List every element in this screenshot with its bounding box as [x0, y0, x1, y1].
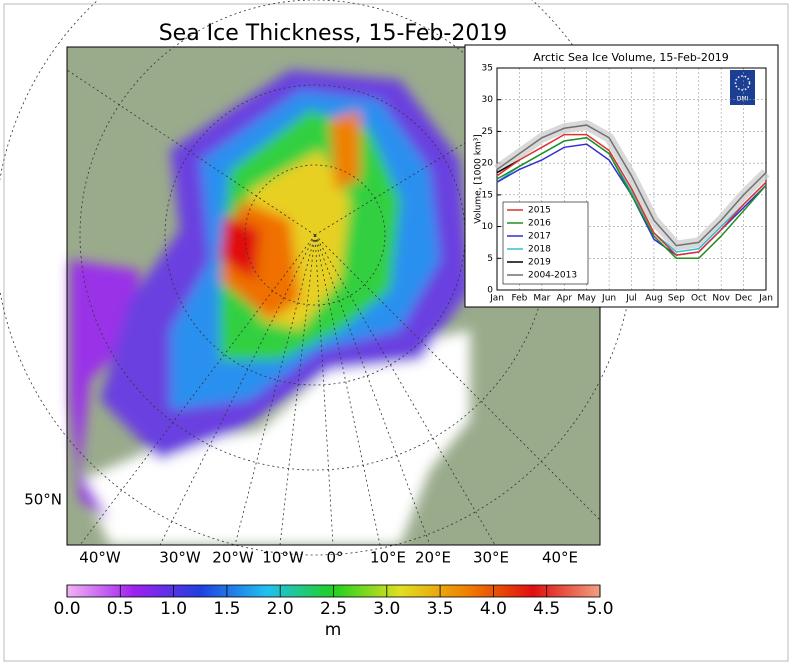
- lon-label: 30°W: [159, 549, 201, 567]
- y-axis-label: Volume, [1000 km³]: [474, 134, 484, 224]
- x-tick-label: Jan: [758, 294, 773, 304]
- colorbar-tick-label: 3.0: [373, 599, 400, 619]
- colorbar-tick-label: 3.5: [427, 599, 454, 619]
- colorbar-tick-label: 4.0: [480, 599, 507, 619]
- inset-title: Arctic Sea Ice Volume, 15-Feb-2019: [533, 51, 729, 64]
- x-tick-label: Aug: [645, 294, 663, 304]
- x-tick-label: Sep: [668, 294, 685, 304]
- colorbar-tick-label: 2.0: [267, 599, 294, 619]
- y-tick-label: 25: [482, 127, 493, 137]
- colorbar-ticks: 0.0 0.5 1.0 1.5 2.0 2.5 3.0 3.5 4.0 4.5 5.0: [53, 585, 614, 619]
- x-tick-label: Apr: [556, 294, 572, 304]
- legend-label: 2019: [528, 258, 551, 268]
- legend-label: 2016: [528, 219, 551, 229]
- colorbar-tick-label: 0.0: [53, 599, 80, 619]
- y-tick-label: 5: [487, 254, 493, 264]
- colorbar-tick-label: 2.5: [320, 599, 347, 619]
- lon-label: 20°E: [415, 549, 451, 567]
- x-tick-label: Jan: [489, 294, 504, 304]
- y-tick-label: 15: [482, 190, 493, 200]
- lon-label: 40°E: [542, 549, 578, 567]
- legend-label: 2017: [528, 232, 551, 242]
- map-title: Sea Ice Thickness, 15-Feb-2019: [159, 21, 508, 46]
- lon-labels: 40°W 30°W 20°W 10°W 0° 10°E 20°E 30°E 40°E: [79, 549, 578, 567]
- y-tick-label: 10: [482, 222, 494, 232]
- colorbar-label: m: [325, 620, 342, 640]
- series-line: [496, 133, 767, 256]
- lon-label: 10°E: [370, 549, 406, 567]
- lon-label: 20°W: [212, 549, 254, 567]
- x-tick-label: Feb: [511, 294, 527, 304]
- colorbar-tick-label: 1.5: [213, 599, 240, 619]
- x-tick-label: May: [577, 294, 596, 304]
- inset-chart: Arctic Sea Ice Volume, 15-Feb-2019 Volum…: [464, 44, 779, 308]
- x-tick-label: Jun: [601, 294, 616, 304]
- lon-label: 10°W: [262, 549, 304, 567]
- colorbar-tick-label: 0.5: [107, 599, 134, 619]
- lon-label: 30°E: [473, 549, 509, 567]
- x-tick-label: Oct: [691, 294, 707, 304]
- lon-label: 40°W: [79, 549, 121, 567]
- legend-label: 2015: [528, 206, 551, 216]
- series-line: [496, 124, 767, 247]
- series-line: [496, 136, 767, 260]
- logo-text: DMI: [737, 96, 749, 103]
- x-tick-label: Dec: [735, 294, 752, 304]
- y-tick-label: 30: [482, 95, 494, 105]
- x-tick-label: Nov: [712, 294, 730, 304]
- colorbar-tick-label: 1.0: [160, 599, 187, 619]
- colorbar-tick-label: 5.0: [586, 599, 613, 619]
- legend-label: 2004-2013: [528, 271, 577, 281]
- lat-label: 50°N: [24, 491, 62, 509]
- lon-label: 0°: [326, 549, 343, 567]
- logo-stars: [734, 75, 751, 91]
- colorbar-tick-label: 4.5: [533, 599, 560, 619]
- y-tick-label: 20: [482, 159, 494, 169]
- y-tick-label: 0: [487, 286, 493, 296]
- x-tick-label: Jul: [625, 294, 637, 304]
- legend-box: [502, 201, 589, 285]
- x-tick-label: Mar: [533, 294, 550, 304]
- y-tick-label: 35: [482, 64, 493, 74]
- legend-label: 2018: [528, 245, 551, 255]
- ice: [70, 70, 470, 545]
